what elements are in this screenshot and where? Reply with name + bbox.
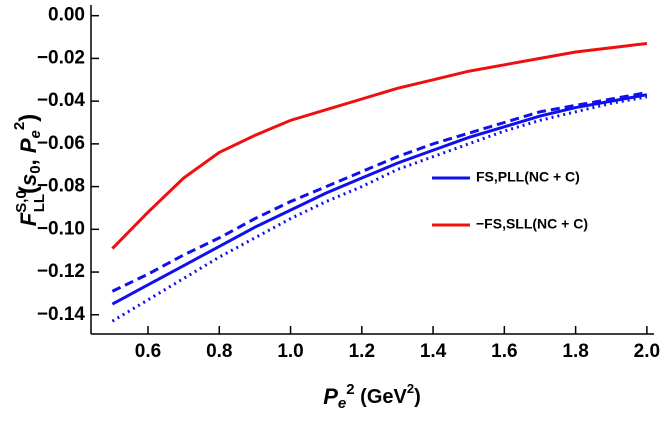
legend-label: −FS,SLL(NC + C): [476, 216, 588, 232]
x-tick-label: 0.8: [206, 341, 232, 362]
y-tick-label: −0.06: [37, 133, 85, 154]
y-label-part: (: [15, 186, 42, 194]
x-tick-label: 1.0: [277, 341, 303, 362]
y-label-part: F: [16, 212, 41, 226]
legend-label: FS,PLL(NC + C): [476, 169, 580, 185]
x-label-part: P: [323, 384, 338, 409]
x-tick-label: 2.0: [634, 341, 660, 362]
line-series: [111, 95, 648, 323]
y-tick-label: −0.02: [37, 47, 85, 68]
x-axis-label: Pe2 (GeV2): [323, 381, 421, 412]
x-label-part: (GeV: [355, 386, 408, 408]
line-series: [111, 93, 648, 306]
x-tick-label: 1.6: [491, 341, 517, 362]
y-tick-label: −0.04: [37, 90, 86, 111]
x-tick-label: 0.6: [135, 341, 161, 362]
y-tick-label: −0.12: [37, 261, 85, 282]
y-label-part: s: [16, 174, 41, 186]
y-tick-label: −0.08: [37, 176, 85, 197]
x-tick-label: 1.4: [420, 341, 447, 362]
y-label-part: S,0: [13, 190, 30, 213]
y-label-part: ,: [16, 153, 41, 165]
y-tick-label: −0.10: [37, 218, 85, 239]
y-label-part: e: [27, 130, 44, 138]
line-series: [111, 41, 648, 250]
x-tick-label: 1.8: [562, 341, 588, 362]
y-tick-label: −0.14: [37, 304, 86, 325]
y-tick-label: 0.00: [48, 5, 85, 26]
x-label-part: ): [414, 386, 421, 408]
x-tick-label: 1.2: [349, 341, 375, 362]
x-label-part: e: [338, 395, 346, 412]
x-label-part: 2: [407, 381, 414, 396]
x-label-part: 2: [346, 381, 354, 398]
y-label-part: 2: [11, 122, 28, 130]
y-label-part: P: [16, 138, 41, 153]
y-label-part: ): [15, 114, 42, 122]
y-label-part: 0: [27, 165, 44, 173]
line-series: [111, 91, 648, 293]
y-axis-label: FS,0LL(s0, Pe2): [11, 114, 48, 227]
y-label-part: LL: [31, 194, 48, 212]
